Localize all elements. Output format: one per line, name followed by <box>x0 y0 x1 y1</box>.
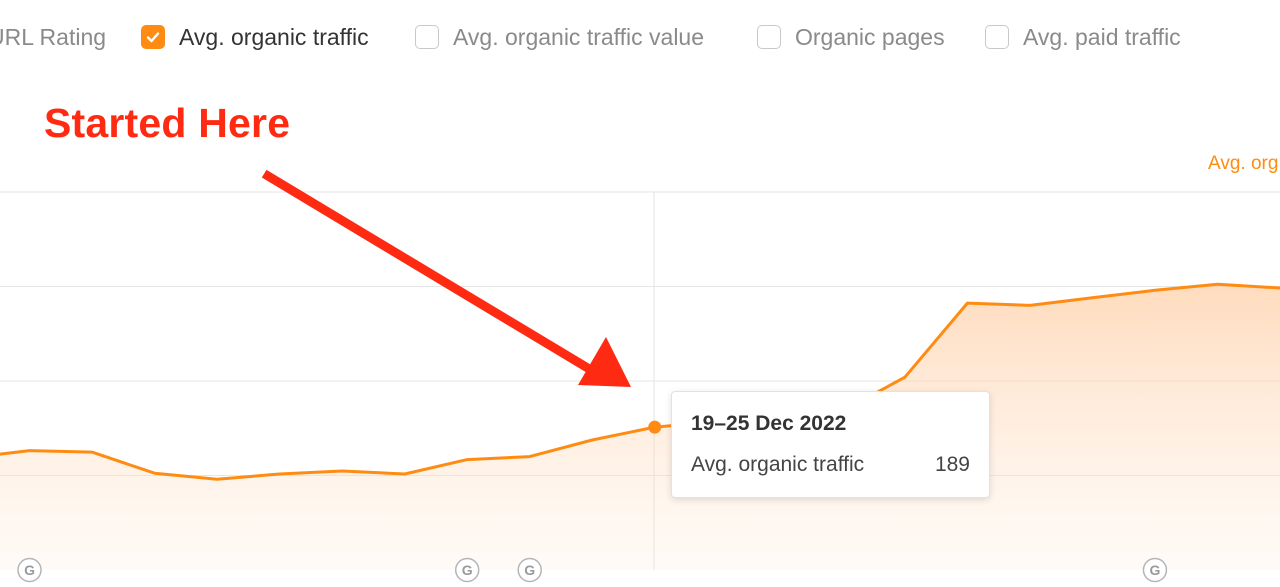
annotation-arrow-shaft <box>261 169 603 380</box>
data-point[interactable] <box>27 448 33 454</box>
series-line <box>0 282 1280 481</box>
legend-item-avg-paid-traffic[interactable]: Avg. paid traffic <box>985 22 1181 52</box>
google-marker-label: G <box>524 562 535 578</box>
legend-item-organic-pages[interactable]: Organic pages <box>757 22 945 52</box>
legend-label: URL Rating <box>0 23 107 50</box>
annotation-arrow-head <box>578 337 631 387</box>
checkbox[interactable] <box>985 25 1009 49</box>
google-update-marker[interactable]: G <box>517 557 542 583</box>
series-points <box>27 281 1220 482</box>
data-point[interactable] <box>339 468 345 474</box>
data-point[interactable] <box>152 470 158 476</box>
tooltip-value: 189 <box>934 453 970 476</box>
legend-label: Avg. organic traffic value <box>453 23 705 50</box>
checkbox[interactable] <box>415 25 439 49</box>
chart-tooltip: 19–25 Dec 2022 Avg. organic traffic 189 <box>671 391 990 498</box>
google-marker-label: G <box>462 562 473 578</box>
tooltip-series-label: Avg. organic traffic <box>691 453 865 476</box>
tooltip-date: 19–25 Dec 2022 <box>691 412 847 435</box>
checkbox[interactable] <box>757 25 781 49</box>
check-icon <box>146 32 160 43</box>
highlighted-data-point[interactable] <box>648 420 662 434</box>
annotation-label: Started Here <box>44 100 291 146</box>
google-icon <box>17 557 42 583</box>
google-update-marker[interactable]: G <box>1142 557 1168 583</box>
data-point[interactable] <box>902 374 908 380</box>
google-icon <box>1142 557 1168 583</box>
data-point[interactable] <box>214 476 220 482</box>
data-point[interactable] <box>1214 281 1220 287</box>
google-icon <box>454 557 480 583</box>
data-point[interactable] <box>464 457 470 463</box>
checkbox-checked[interactable] <box>141 25 165 49</box>
data-point[interactable] <box>527 454 533 460</box>
google-marker-label: G <box>24 562 35 578</box>
data-point[interactable] <box>402 471 408 477</box>
data-point[interactable] <box>89 449 95 455</box>
series-area <box>0 284 1280 570</box>
metric-legend: URL Rating Avg. organic traffic Avg. org… <box>0 0 1280 75</box>
tooltip-row: Avg. organic traffic 189 <box>691 453 970 477</box>
google-update-marker[interactable]: G <box>454 557 480 583</box>
data-point[interactable] <box>1152 287 1158 293</box>
legend-item-avg-organic-traffic-value[interactable]: Avg. organic traffic value <box>415 22 704 52</box>
google-update-marker[interactable]: G <box>17 557 42 583</box>
data-point[interactable] <box>277 471 283 477</box>
google-marker-label: G <box>1150 562 1161 578</box>
data-point[interactable] <box>1089 295 1095 301</box>
legend-label: Avg. organic traffic <box>179 23 369 50</box>
data-point[interactable] <box>1027 302 1033 308</box>
data-point[interactable] <box>589 437 595 443</box>
series-tag: Avg. org <box>1208 153 1279 174</box>
legend-item-avg-organic-traffic[interactable]: Avg. organic traffic <box>141 22 369 52</box>
legend-label: Avg. paid traffic <box>1023 23 1181 50</box>
data-point[interactable] <box>964 300 970 306</box>
google-icon <box>517 557 542 583</box>
legend-item-url-rating[interactable]: URL Rating <box>0 22 106 52</box>
legend-label: Organic pages <box>795 23 945 50</box>
